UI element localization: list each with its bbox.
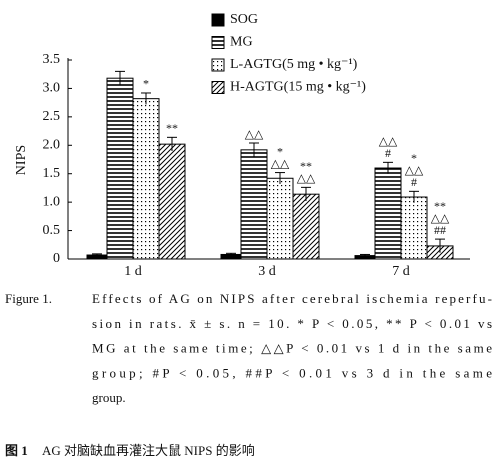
y-tick-label: 3.0 xyxy=(43,81,61,96)
significance-mark: # xyxy=(411,175,417,189)
significance-mark: △△ xyxy=(405,163,424,177)
legend-label: L-AGTG(5 mg • kg⁻¹) xyxy=(230,57,358,72)
y-axis-label: NIPS xyxy=(14,145,29,175)
y-tick-label: 2.5 xyxy=(43,109,61,124)
x-tick-label: 7 d xyxy=(392,264,410,279)
y-tick-label: 2.0 xyxy=(43,138,61,153)
significance-mark: △△ xyxy=(431,211,450,225)
caption-cn-text: AG 对脑缺血再灌注大鼠 NIPS 的影响 xyxy=(42,443,255,458)
bar xyxy=(374,167,402,260)
x-tick-label: 1 d xyxy=(124,264,142,279)
legend-swatch xyxy=(211,13,225,27)
bar xyxy=(106,77,134,260)
bar xyxy=(132,98,160,260)
x-tick-label: 3 d xyxy=(258,264,276,279)
significance-mark: * xyxy=(143,77,149,91)
caption-line: group; #P < 0.05, ##P < 0.01 vs 3 d in t… xyxy=(92,365,492,380)
legend-swatch xyxy=(211,81,225,94)
bar xyxy=(240,149,268,260)
caption-cn-label: 图 1 xyxy=(5,443,28,458)
y-tick-label: 3.5 xyxy=(43,52,61,67)
y-tick-label: 1.5 xyxy=(43,166,61,181)
caption-line: group. xyxy=(92,390,126,405)
legend-label: H-AGTG(15 mg • kg⁻¹) xyxy=(230,80,366,95)
significance-mark: △△ xyxy=(379,134,398,148)
significance-mark: * xyxy=(277,144,283,158)
significance-mark: ** xyxy=(434,199,446,213)
bar xyxy=(400,196,428,260)
significance-mark: △△ xyxy=(245,127,264,141)
bar xyxy=(158,143,186,260)
significance-mark: * xyxy=(411,151,417,165)
significance-mark: # xyxy=(385,146,391,160)
caption-line: MG at the same time; △△P < 0.01 vs 1 d i… xyxy=(92,341,492,356)
significance-mark: ## xyxy=(434,223,446,237)
legend-swatch xyxy=(211,36,225,49)
caption-label: Figure 1. xyxy=(5,291,52,306)
y-tick-label: 0.5 xyxy=(43,223,61,238)
legend-label: SOG xyxy=(230,12,258,27)
significance-mark: △△ xyxy=(297,171,316,185)
caption-line: Effects of AG on NIPS after cerebral isc… xyxy=(92,291,492,306)
y-tick-label: 0 xyxy=(53,251,60,266)
significance-mark: △△ xyxy=(271,156,290,170)
legend-label: MG xyxy=(230,35,253,50)
legend-swatch xyxy=(211,58,225,72)
significance-mark: ** xyxy=(166,121,178,135)
caption-line: sion in rats. x̄ ± s. n = 10. * P < 0.05… xyxy=(92,316,492,331)
significance-mark: ** xyxy=(300,159,312,173)
y-tick-label: 1.0 xyxy=(43,194,61,209)
bar xyxy=(266,177,294,260)
bar xyxy=(292,193,320,260)
